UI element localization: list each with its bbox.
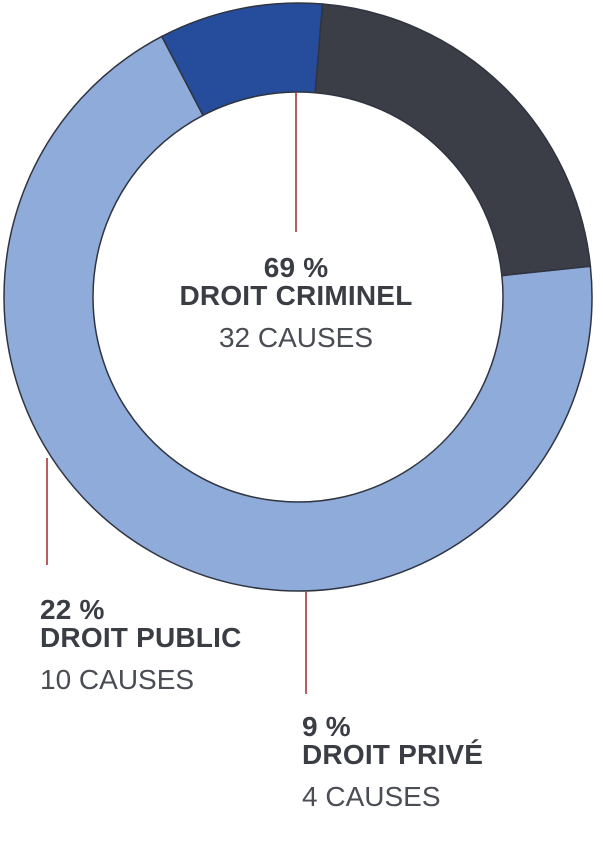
percent-label: 22 % xyxy=(40,594,105,625)
label-droit-public: 22 % DROIT PUBLIC 10 CAUSES xyxy=(40,596,242,694)
category-label: DROIT PRIVÉ xyxy=(302,739,484,770)
percent-label: 69 % xyxy=(263,252,329,283)
label-droit-prive: 9 % DROIT PRIVÉ 4 CAUSES xyxy=(302,713,483,811)
category-label: DROIT PUBLIC xyxy=(40,622,242,653)
count-label: 32 CAUSES xyxy=(218,322,374,353)
count-label: 4 CAUSES xyxy=(302,781,441,812)
count-label: 10 CAUSES xyxy=(40,664,195,695)
slice-droit-public xyxy=(314,3,592,277)
category-label: DROIT CRIMINEL xyxy=(179,280,413,311)
percent-label: 9 % xyxy=(302,711,351,742)
label-droit-criminel: 69 % DROIT CRIMINEL 32 CAUSES xyxy=(146,254,446,352)
slice-droit-criminel xyxy=(3,35,593,592)
